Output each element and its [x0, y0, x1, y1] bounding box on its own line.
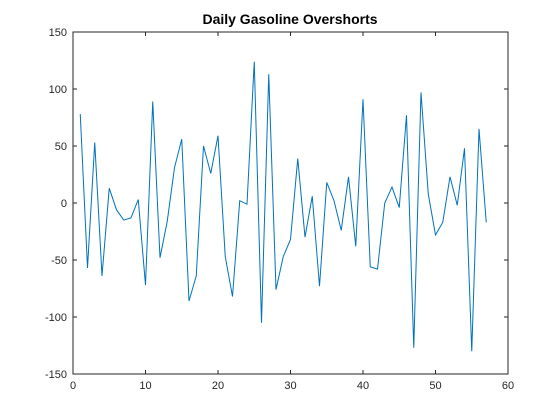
x-tick-label: 60: [502, 380, 514, 392]
x-axis: 0 10 20 30 40 50 60: [70, 32, 514, 392]
plot-area: [72, 31, 509, 375]
y-tick-label: 100: [49, 84, 67, 96]
y-tick-label: -50: [51, 255, 67, 267]
y-tick-label: 50: [55, 141, 67, 153]
x-tick-label: 40: [357, 380, 369, 392]
y-tick-label: 150: [49, 27, 67, 39]
y-tick-label: -150: [45, 369, 67, 381]
x-tick-label: 0: [70, 380, 76, 392]
x-tick-label: 20: [212, 380, 224, 392]
x-tick-label: 50: [429, 380, 441, 392]
series-line: [79, 61, 487, 352]
chart-title: Daily Gasoline Overshorts: [202, 11, 377, 27]
y-axis: -150 -100 -50 0 50 100 150: [45, 27, 508, 381]
x-tick-label: 30: [284, 380, 296, 392]
y-tick-label: 0: [61, 198, 67, 210]
y-tick-label: -100: [45, 312, 67, 324]
x-tick-label: 10: [139, 380, 151, 392]
